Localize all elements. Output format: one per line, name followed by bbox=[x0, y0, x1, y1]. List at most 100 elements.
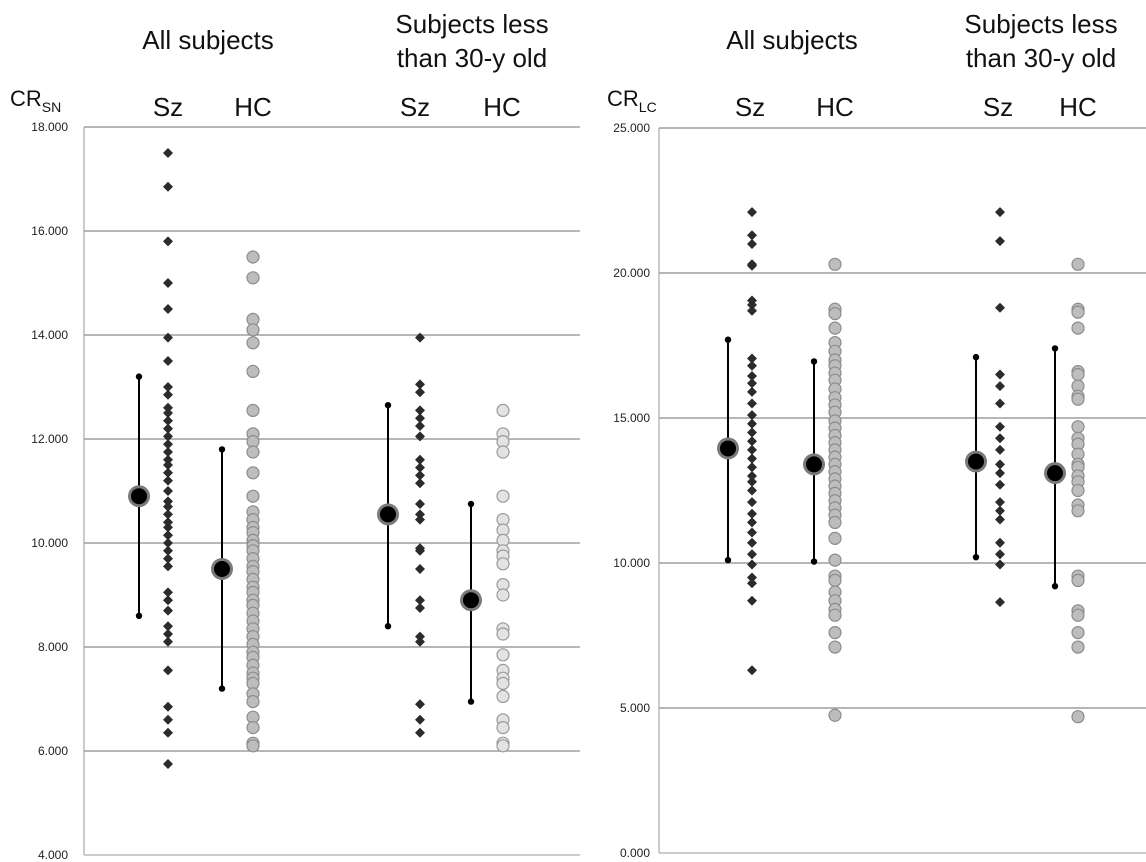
data-point-circle bbox=[828, 257, 842, 271]
data-point-circle bbox=[246, 250, 260, 264]
data-point-diamond bbox=[163, 278, 173, 288]
y-tick-label: 12.000 bbox=[31, 432, 68, 446]
y-tick-label: 15.000 bbox=[613, 411, 650, 425]
section-title-young-line-2: than 30-y old bbox=[966, 43, 1116, 73]
data-point-circle bbox=[828, 640, 842, 654]
group-label-sz-all: Sz bbox=[735, 92, 765, 122]
y-tick-labels: 4.000 6.000 8.000 10.000 12.000 14.000 16.000 1… bbox=[31, 120, 68, 862]
data-point-diamond bbox=[747, 207, 757, 218]
mean-marker bbox=[806, 456, 822, 473]
data-point-diamond bbox=[995, 381, 1005, 392]
data-point-circle bbox=[1071, 367, 1085, 382]
data-point-diamond bbox=[163, 759, 173, 769]
data-point-diamond bbox=[995, 497, 1005, 508]
y-tick-label: 8.000 bbox=[38, 640, 68, 654]
data-point-circle bbox=[246, 445, 260, 459]
data-point-diamond bbox=[415, 462, 425, 473]
data-point-circle bbox=[246, 271, 260, 285]
data-point-diamond bbox=[747, 453, 757, 464]
data-point-diamond bbox=[163, 595, 173, 606]
data-point-circle bbox=[246, 364, 260, 378]
data-point-diamond bbox=[747, 260, 757, 271]
data-point-circle bbox=[246, 694, 260, 709]
data-point-diamond bbox=[747, 572, 757, 583]
group-label-hc-all: HC bbox=[816, 92, 854, 122]
data-point-diamond bbox=[163, 517, 173, 528]
data-point-diamond bbox=[163, 522, 173, 533]
data-point-circle bbox=[1071, 625, 1085, 640]
data-point-circle bbox=[828, 625, 842, 640]
section-title-all-subjects: All subjects bbox=[142, 25, 274, 55]
data-point-diamond bbox=[995, 514, 1005, 525]
data-point-circle bbox=[496, 676, 510, 691]
data-point-diamond bbox=[747, 418, 757, 429]
y-tick-label: 14.000 bbox=[31, 328, 68, 342]
group-label-sz-young: Sz bbox=[400, 92, 430, 122]
data-point-diamond bbox=[163, 423, 173, 434]
data-point-diamond bbox=[747, 527, 757, 538]
gridlines bbox=[659, 127, 1146, 709]
data-point-diamond bbox=[415, 431, 425, 442]
y-tick-label: 6.000 bbox=[38, 744, 68, 758]
data-point-diamond bbox=[995, 559, 1005, 570]
data-point-diamond bbox=[747, 497, 757, 508]
group-label-sz-all: Sz bbox=[153, 92, 183, 122]
data-point-diamond bbox=[163, 714, 173, 725]
data-point-diamond bbox=[415, 509, 425, 520]
data-point-diamond bbox=[163, 496, 173, 507]
data-point-diamond bbox=[995, 537, 1005, 548]
mean-marker bbox=[214, 561, 230, 577]
whisker-cap-high bbox=[467, 500, 475, 508]
data-point-diamond bbox=[995, 479, 1005, 490]
data-point-diamond bbox=[415, 470, 425, 481]
y-tick-label: 10.000 bbox=[613, 556, 650, 570]
data-point-diamond bbox=[747, 410, 757, 421]
data-point-diamond bbox=[163, 538, 173, 548]
section-title-young-line-1: Subjects less bbox=[964, 9, 1117, 39]
whisker-cap-low bbox=[972, 554, 980, 561]
whisker-cap-high bbox=[810, 358, 818, 365]
data-point-diamond bbox=[747, 665, 757, 676]
data-point-diamond bbox=[747, 476, 757, 487]
data-point-diamond bbox=[747, 517, 757, 528]
data-point-circle bbox=[496, 689, 510, 704]
data-point-circle bbox=[496, 403, 510, 417]
data-point-circle bbox=[1071, 321, 1085, 335]
data-point-circle bbox=[828, 553, 842, 567]
group-label-sz-young: Sz bbox=[983, 92, 1013, 122]
data-point-circle bbox=[1071, 392, 1085, 406]
data-point-circle bbox=[828, 531, 842, 545]
y-tick-labels: 0.000 5.000 10.000 15.000 20.000 25.000 bbox=[613, 121, 650, 860]
data-point-circle bbox=[496, 588, 510, 602]
data-point-diamond bbox=[747, 230, 757, 241]
data-point-diamond bbox=[163, 605, 173, 616]
data-point-diamond bbox=[995, 433, 1005, 444]
data-point-circle bbox=[1071, 305, 1085, 319]
data-point-diamond bbox=[747, 462, 757, 473]
data-point-diamond bbox=[747, 559, 757, 570]
data-point-diamond bbox=[163, 356, 173, 366]
data-point-diamond bbox=[995, 444, 1005, 455]
data-point-diamond bbox=[415, 405, 425, 416]
data-point-diamond bbox=[163, 501, 173, 512]
data-point-diamond bbox=[163, 629, 173, 639]
data-point-diamond bbox=[163, 561, 173, 572]
data-point-diamond bbox=[163, 304, 173, 314]
data-point-circle bbox=[828, 573, 842, 588]
data-marks bbox=[128, 148, 510, 769]
section-title-all-subjects: All subjects bbox=[726, 25, 858, 55]
data-point-diamond bbox=[163, 431, 173, 442]
data-point-diamond bbox=[747, 360, 757, 371]
data-point-circle bbox=[1071, 483, 1085, 498]
mean-marker bbox=[380, 506, 396, 523]
mean-marker bbox=[131, 488, 147, 505]
data-point-diamond bbox=[415, 564, 425, 574]
data-point-diamond bbox=[163, 467, 173, 478]
data-point-diamond bbox=[163, 382, 173, 392]
y-tick-label: 20.000 bbox=[613, 266, 650, 280]
data-point-diamond bbox=[163, 587, 173, 598]
whisker-cap-high bbox=[1051, 345, 1059, 352]
data-point-diamond bbox=[415, 636, 425, 647]
data-point-diamond bbox=[995, 302, 1005, 313]
